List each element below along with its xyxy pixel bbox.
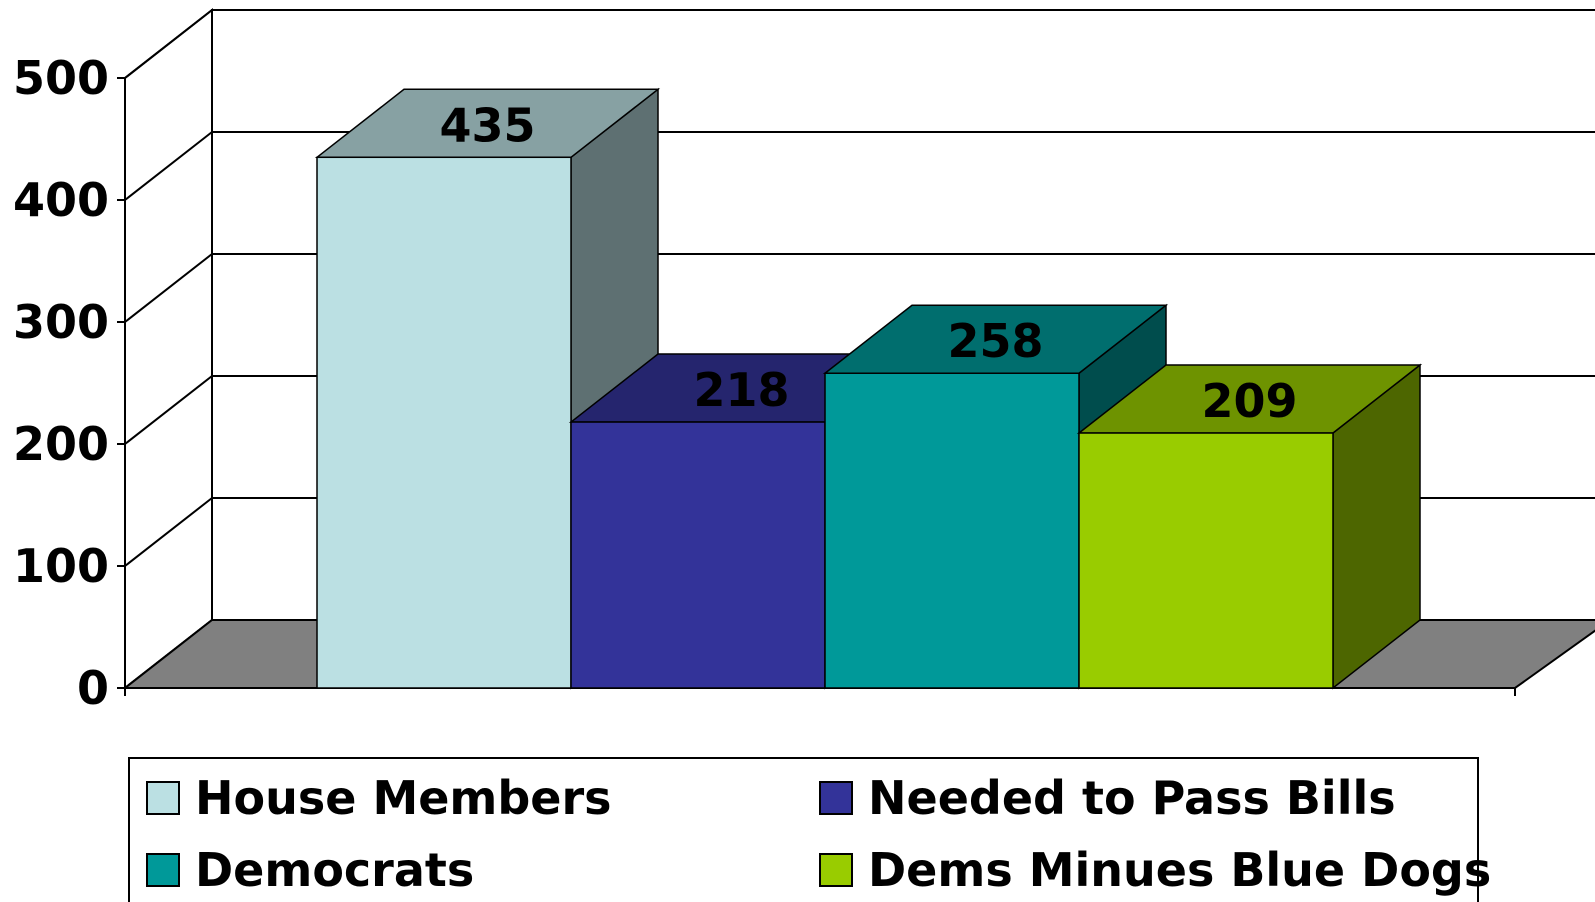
gridline-diagonal xyxy=(124,497,213,567)
bars xyxy=(314,87,1423,690)
y-tick-label: 200 xyxy=(13,417,109,471)
legend-swatch xyxy=(146,853,180,887)
y-tick-label: 0 xyxy=(77,661,109,715)
legend-swatch xyxy=(146,781,180,815)
bar xyxy=(1076,363,1423,690)
data-label: 218 xyxy=(693,363,789,417)
legend-swatch xyxy=(819,853,853,887)
legend-items: House Members Needed to Pass Bills Democra… xyxy=(146,771,1491,897)
y-tick-label: 100 xyxy=(13,539,109,593)
legend-box xyxy=(128,757,1479,902)
gridline-diagonal xyxy=(124,375,213,445)
legend-label: Needed to Pass Bills xyxy=(868,771,1396,825)
data-label: 258 xyxy=(947,314,1043,368)
bar-front xyxy=(1078,432,1334,689)
side-wall xyxy=(124,7,213,691)
data-labels: 435 218 258 209 xyxy=(439,98,1297,428)
legend-label: House Members xyxy=(195,771,612,825)
legend-item: Democrats xyxy=(146,843,474,897)
legend-item: Dems Minues Blue Dogs xyxy=(819,843,1491,897)
legend-item: House Members xyxy=(146,771,612,825)
data-label: 209 xyxy=(1201,374,1297,428)
y-tick-label: 400 xyxy=(13,173,109,227)
bar-front xyxy=(316,156,572,689)
legend-label: Democrats xyxy=(195,843,474,897)
gridline-diagonal xyxy=(124,9,213,79)
y-tick-labels: 0 100 200 300 400 500 xyxy=(13,51,109,715)
y-tick-label: 300 xyxy=(13,295,109,349)
legend-item: Needed to Pass Bills xyxy=(819,771,1396,825)
gridline-diagonal xyxy=(124,253,213,323)
gridline-diagonal xyxy=(124,131,213,201)
legend: House Members Needed to Pass Bills Democra… xyxy=(128,757,1491,902)
data-label: 435 xyxy=(439,98,535,152)
bar-front xyxy=(570,421,826,689)
bar-front xyxy=(824,372,1080,689)
legend-label: Dems Minues Blue Dogs xyxy=(868,843,1491,897)
y-tick-label: 500 xyxy=(13,51,109,105)
legend-swatch xyxy=(819,781,853,815)
